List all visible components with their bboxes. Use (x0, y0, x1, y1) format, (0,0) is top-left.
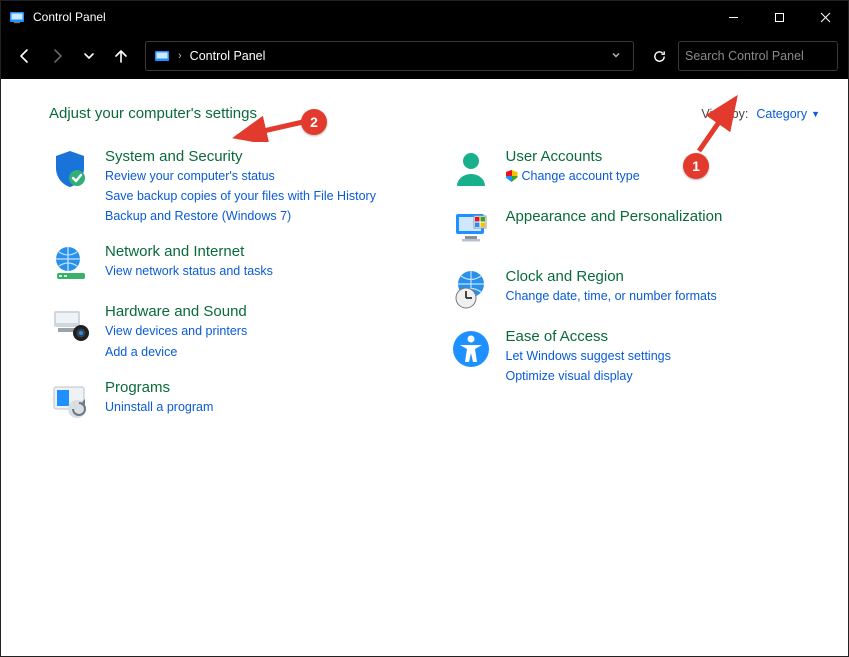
category-link[interactable]: Change date, time, or number formats (506, 287, 717, 305)
category-link[interactable]: Optimize visual display (506, 367, 671, 385)
category-hardware-sound: Hardware and Sound View devices and print… (49, 303, 420, 360)
category-title-network-internet[interactable]: Network and Internet (105, 243, 273, 260)
system-security-icon (49, 148, 91, 190)
clock-region-icon (450, 268, 492, 310)
category-system-security: System and Security Review your computer'… (49, 148, 420, 225)
right-column: User Accounts Change account type Appearan… (450, 148, 821, 421)
refresh-button[interactable] (644, 41, 674, 71)
control-panel-icon (9, 9, 25, 25)
breadcrumb-item[interactable]: Control Panel (190, 49, 266, 63)
category-title-system-security[interactable]: System and Security (105, 148, 376, 165)
hardware-sound-icon (49, 303, 91, 345)
maximize-button[interactable] (756, 1, 802, 33)
category-link[interactable]: Change account type (506, 167, 640, 185)
search-input[interactable] (685, 49, 846, 63)
navigation-bar: › Control Panel (1, 33, 848, 79)
category-link[interactable]: Save backup copies of your files with Fi… (105, 187, 376, 205)
category-title-programs[interactable]: Programs (105, 379, 213, 396)
page-heading: Adjust your computer's settings (49, 105, 257, 122)
category-body: Ease of Access Let Windows suggest settin… (506, 328, 671, 385)
category-user-accounts: User Accounts Change account type (450, 148, 821, 190)
annotation-badge-1: 1 (683, 153, 709, 179)
category-link[interactable]: View network status and tasks (105, 262, 273, 280)
category-title-ease-of-access[interactable]: Ease of Access (506, 328, 671, 345)
recent-locations-button[interactable] (75, 42, 103, 70)
category-ease-of-access: Ease of Access Let Windows suggest settin… (450, 328, 821, 385)
titlebar: Control Panel (1, 1, 848, 33)
category-body: Programs Uninstall a program (105, 379, 213, 421)
back-button[interactable] (11, 42, 39, 70)
category-link[interactable]: Review your computer's status (105, 167, 376, 185)
appearance-icon (450, 208, 492, 250)
close-button[interactable] (802, 1, 848, 33)
window-frame: Control Panel › Control P (0, 0, 849, 657)
viewby-dropdown[interactable]: Category ▼ (756, 107, 820, 121)
ease-of-access-icon (450, 328, 492, 370)
network-internet-icon (49, 243, 91, 285)
programs-icon (49, 379, 91, 421)
category-body: Clock and Region Change date, time, or nu… (506, 268, 717, 310)
search-box[interactable] (678, 41, 838, 71)
category-title-clock-region[interactable]: Clock and Region (506, 268, 717, 285)
category-link[interactable]: Backup and Restore (Windows 7) (105, 207, 376, 225)
left-column: System and Security Review your computer'… (49, 148, 420, 421)
caret-down-icon: ▼ (811, 109, 820, 119)
annotation-badge-2: 2 (301, 109, 327, 135)
content-area: Adjust your computer's settings View by:… (1, 79, 848, 656)
category-title-appearance[interactable]: Appearance and Personalization (506, 208, 723, 225)
address-bar[interactable]: › Control Panel (145, 41, 634, 71)
address-bar-icon (154, 48, 170, 64)
category-title-hardware-sound[interactable]: Hardware and Sound (105, 303, 247, 320)
breadcrumb-separator: › (178, 50, 182, 62)
viewby-value-text: Category (756, 107, 807, 121)
category-link[interactable]: Let Windows suggest settings (506, 347, 671, 365)
forward-button[interactable] (43, 42, 71, 70)
category-columns: System and Security Review your computer'… (49, 148, 820, 421)
category-body: Appearance and Personalization (506, 208, 723, 250)
category-link[interactable]: View devices and printers (105, 322, 247, 340)
category-network-internet: Network and Internet View network status … (49, 243, 420, 285)
heading-row: Adjust your computer's settings View by:… (49, 105, 820, 122)
category-appearance: Appearance and Personalization (450, 208, 821, 250)
category-link[interactable]: Uninstall a program (105, 398, 213, 416)
address-history-dropdown[interactable] (607, 50, 625, 63)
category-link[interactable]: Add a device (105, 343, 247, 361)
category-clock-region: Clock and Region Change date, time, or nu… (450, 268, 821, 310)
minimize-button[interactable] (710, 1, 756, 33)
window-title: Control Panel (33, 10, 106, 24)
up-button[interactable] (107, 42, 135, 70)
category-body: System and Security Review your computer'… (105, 148, 376, 225)
user-accounts-icon (450, 148, 492, 190)
viewby-label: View by: (701, 107, 748, 121)
category-programs: Programs Uninstall a program (49, 379, 420, 421)
category-body: User Accounts Change account type (506, 148, 640, 190)
category-title-user-accounts[interactable]: User Accounts (506, 148, 640, 165)
category-body: Network and Internet View network status … (105, 243, 273, 285)
category-body: Hardware and Sound View devices and print… (105, 303, 247, 360)
